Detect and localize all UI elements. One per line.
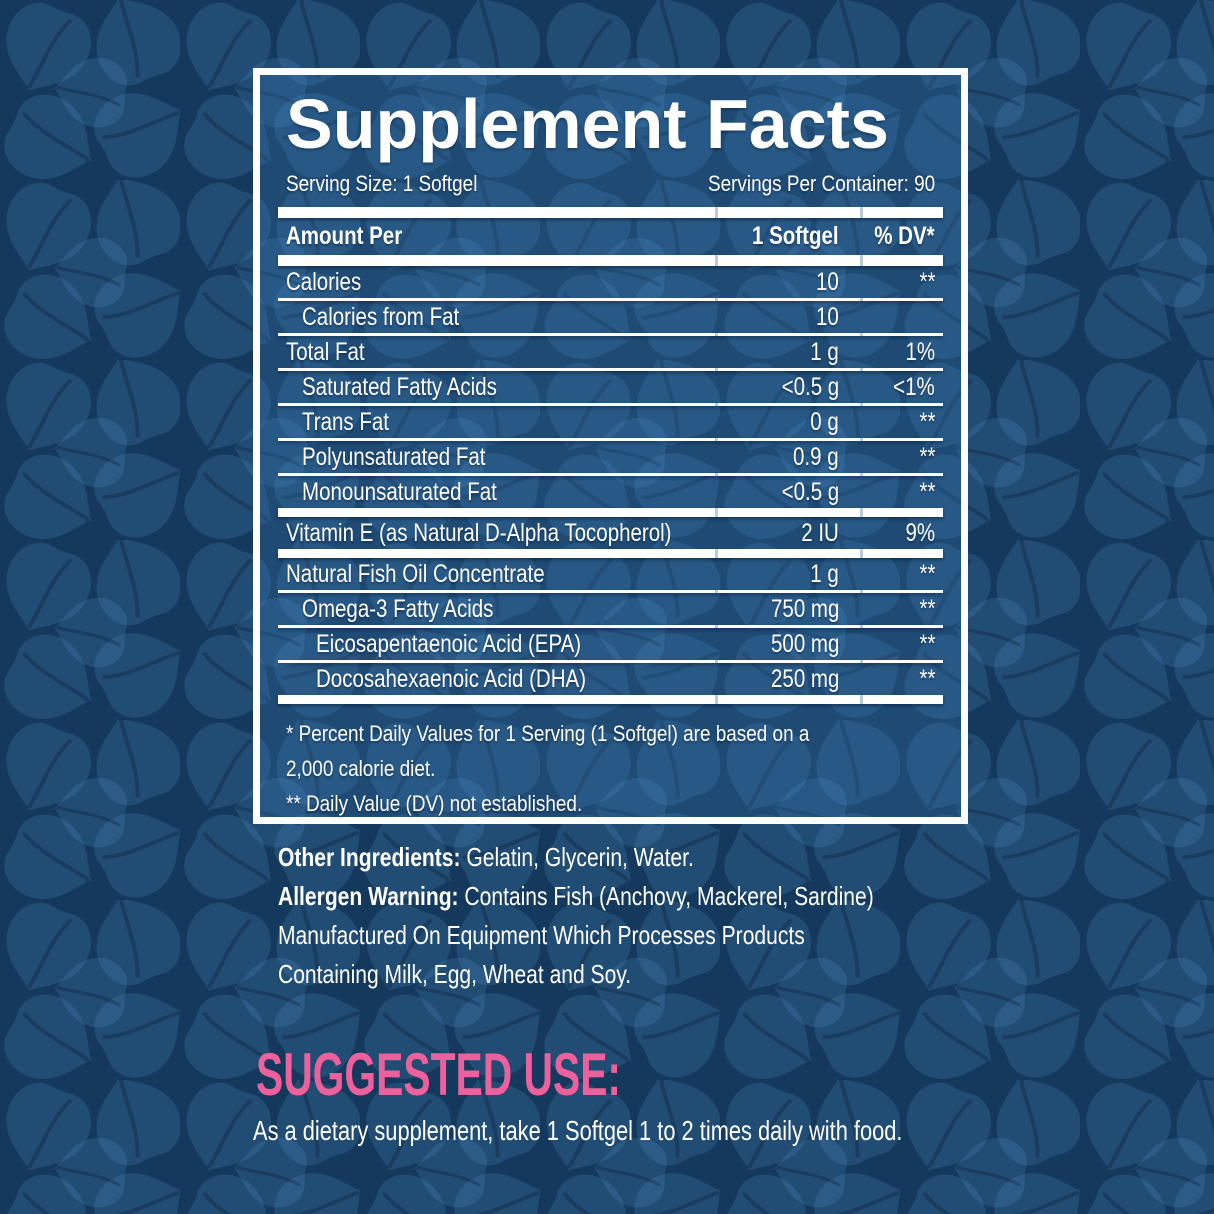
table-row: Natural Fish Oil Concentrate 1 g **	[286, 559, 935, 588]
panel-title: Supplement Facts	[286, 85, 889, 163]
table-row: Polyunsaturated Fat 0.9 g **	[302, 442, 935, 471]
table-row: Monounsaturated Fat <0.5 g **	[302, 477, 935, 506]
divider-bar	[278, 255, 943, 266]
table-row: Docosahexaenoic Acid (DHA) 250 mg **	[316, 664, 935, 693]
table-row: Trans Fat 0 g **	[302, 407, 935, 436]
col-header-serving: 1 Softgel	[752, 222, 839, 250]
allergen-warning-line: Allergen Warning: Contains Fish (Anchovy…	[278, 881, 874, 911]
col-header-dv: % DV*	[874, 222, 935, 250]
divider-thin	[278, 368, 943, 371]
allergen-warning-line: Containing Milk, Egg, Wheat and Soy.	[278, 959, 632, 989]
table-row: Vitamin E (as Natural D-Alpha Tocopherol…	[286, 518, 935, 547]
table-header-row: Amount Per 1 Softgel % DV*	[286, 218, 935, 255]
divider-thin	[278, 625, 943, 628]
allergen-warning-line: Manufactured On Equipment Which Processe…	[278, 920, 805, 950]
serving-size: Serving Size: 1 Softgel	[286, 171, 478, 196]
divider-thin	[278, 403, 943, 406]
table-row: Calories 10 **	[286, 267, 935, 296]
suggested-use-text: As a dietary supplement, take 1 Softgel …	[253, 1115, 903, 1146]
table-row: Saturated Fatty Acids <0.5 g <1%	[302, 372, 935, 401]
footnotes: * Percent Daily Values for 1 Serving (1 …	[286, 716, 935, 821]
divider-section	[278, 508, 943, 517]
divider-section	[278, 549, 943, 558]
col-header-amount-per: Amount Per	[286, 222, 403, 250]
divider-bar	[278, 207, 943, 218]
table-row: Total Fat 1 g 1%	[286, 337, 935, 366]
divider-thin	[278, 333, 943, 336]
divider-thin	[278, 298, 943, 301]
divider-section	[278, 695, 943, 704]
divider-thin	[278, 473, 943, 476]
divider-thin	[278, 660, 943, 663]
footnote-line: ** Daily Value (DV) not established.	[286, 791, 583, 816]
divider-thin	[278, 438, 943, 441]
serving-info-row: Serving Size: 1 Softgel Servings Per Con…	[286, 171, 935, 197]
table-row: Omega-3 Fatty Acids 750 mg **	[302, 594, 935, 623]
suggested-use-heading: SUGGESTED USE:	[256, 1041, 621, 1108]
supplement-facts-panel: Supplement Facts Serving Size: 1 Softgel…	[253, 68, 968, 824]
other-ingredients-section: Other Ingredients: Gelatin, Glycerin, Wa…	[278, 838, 1013, 994]
divider-thin	[278, 590, 943, 593]
table-row: Calories from Fat 10	[302, 302, 839, 331]
table-row: Eicosapentaenoic Acid (EPA) 500 mg **	[316, 629, 935, 658]
footnote-line: * Percent Daily Values for 1 Serving (1 …	[286, 721, 810, 746]
footnote-line: 2,000 calorie diet.	[286, 756, 436, 781]
other-ingredients-line: Other Ingredients: Gelatin, Glycerin, Wa…	[278, 842, 694, 872]
servings-per-container: Servings Per Container: 90	[707, 171, 935, 196]
